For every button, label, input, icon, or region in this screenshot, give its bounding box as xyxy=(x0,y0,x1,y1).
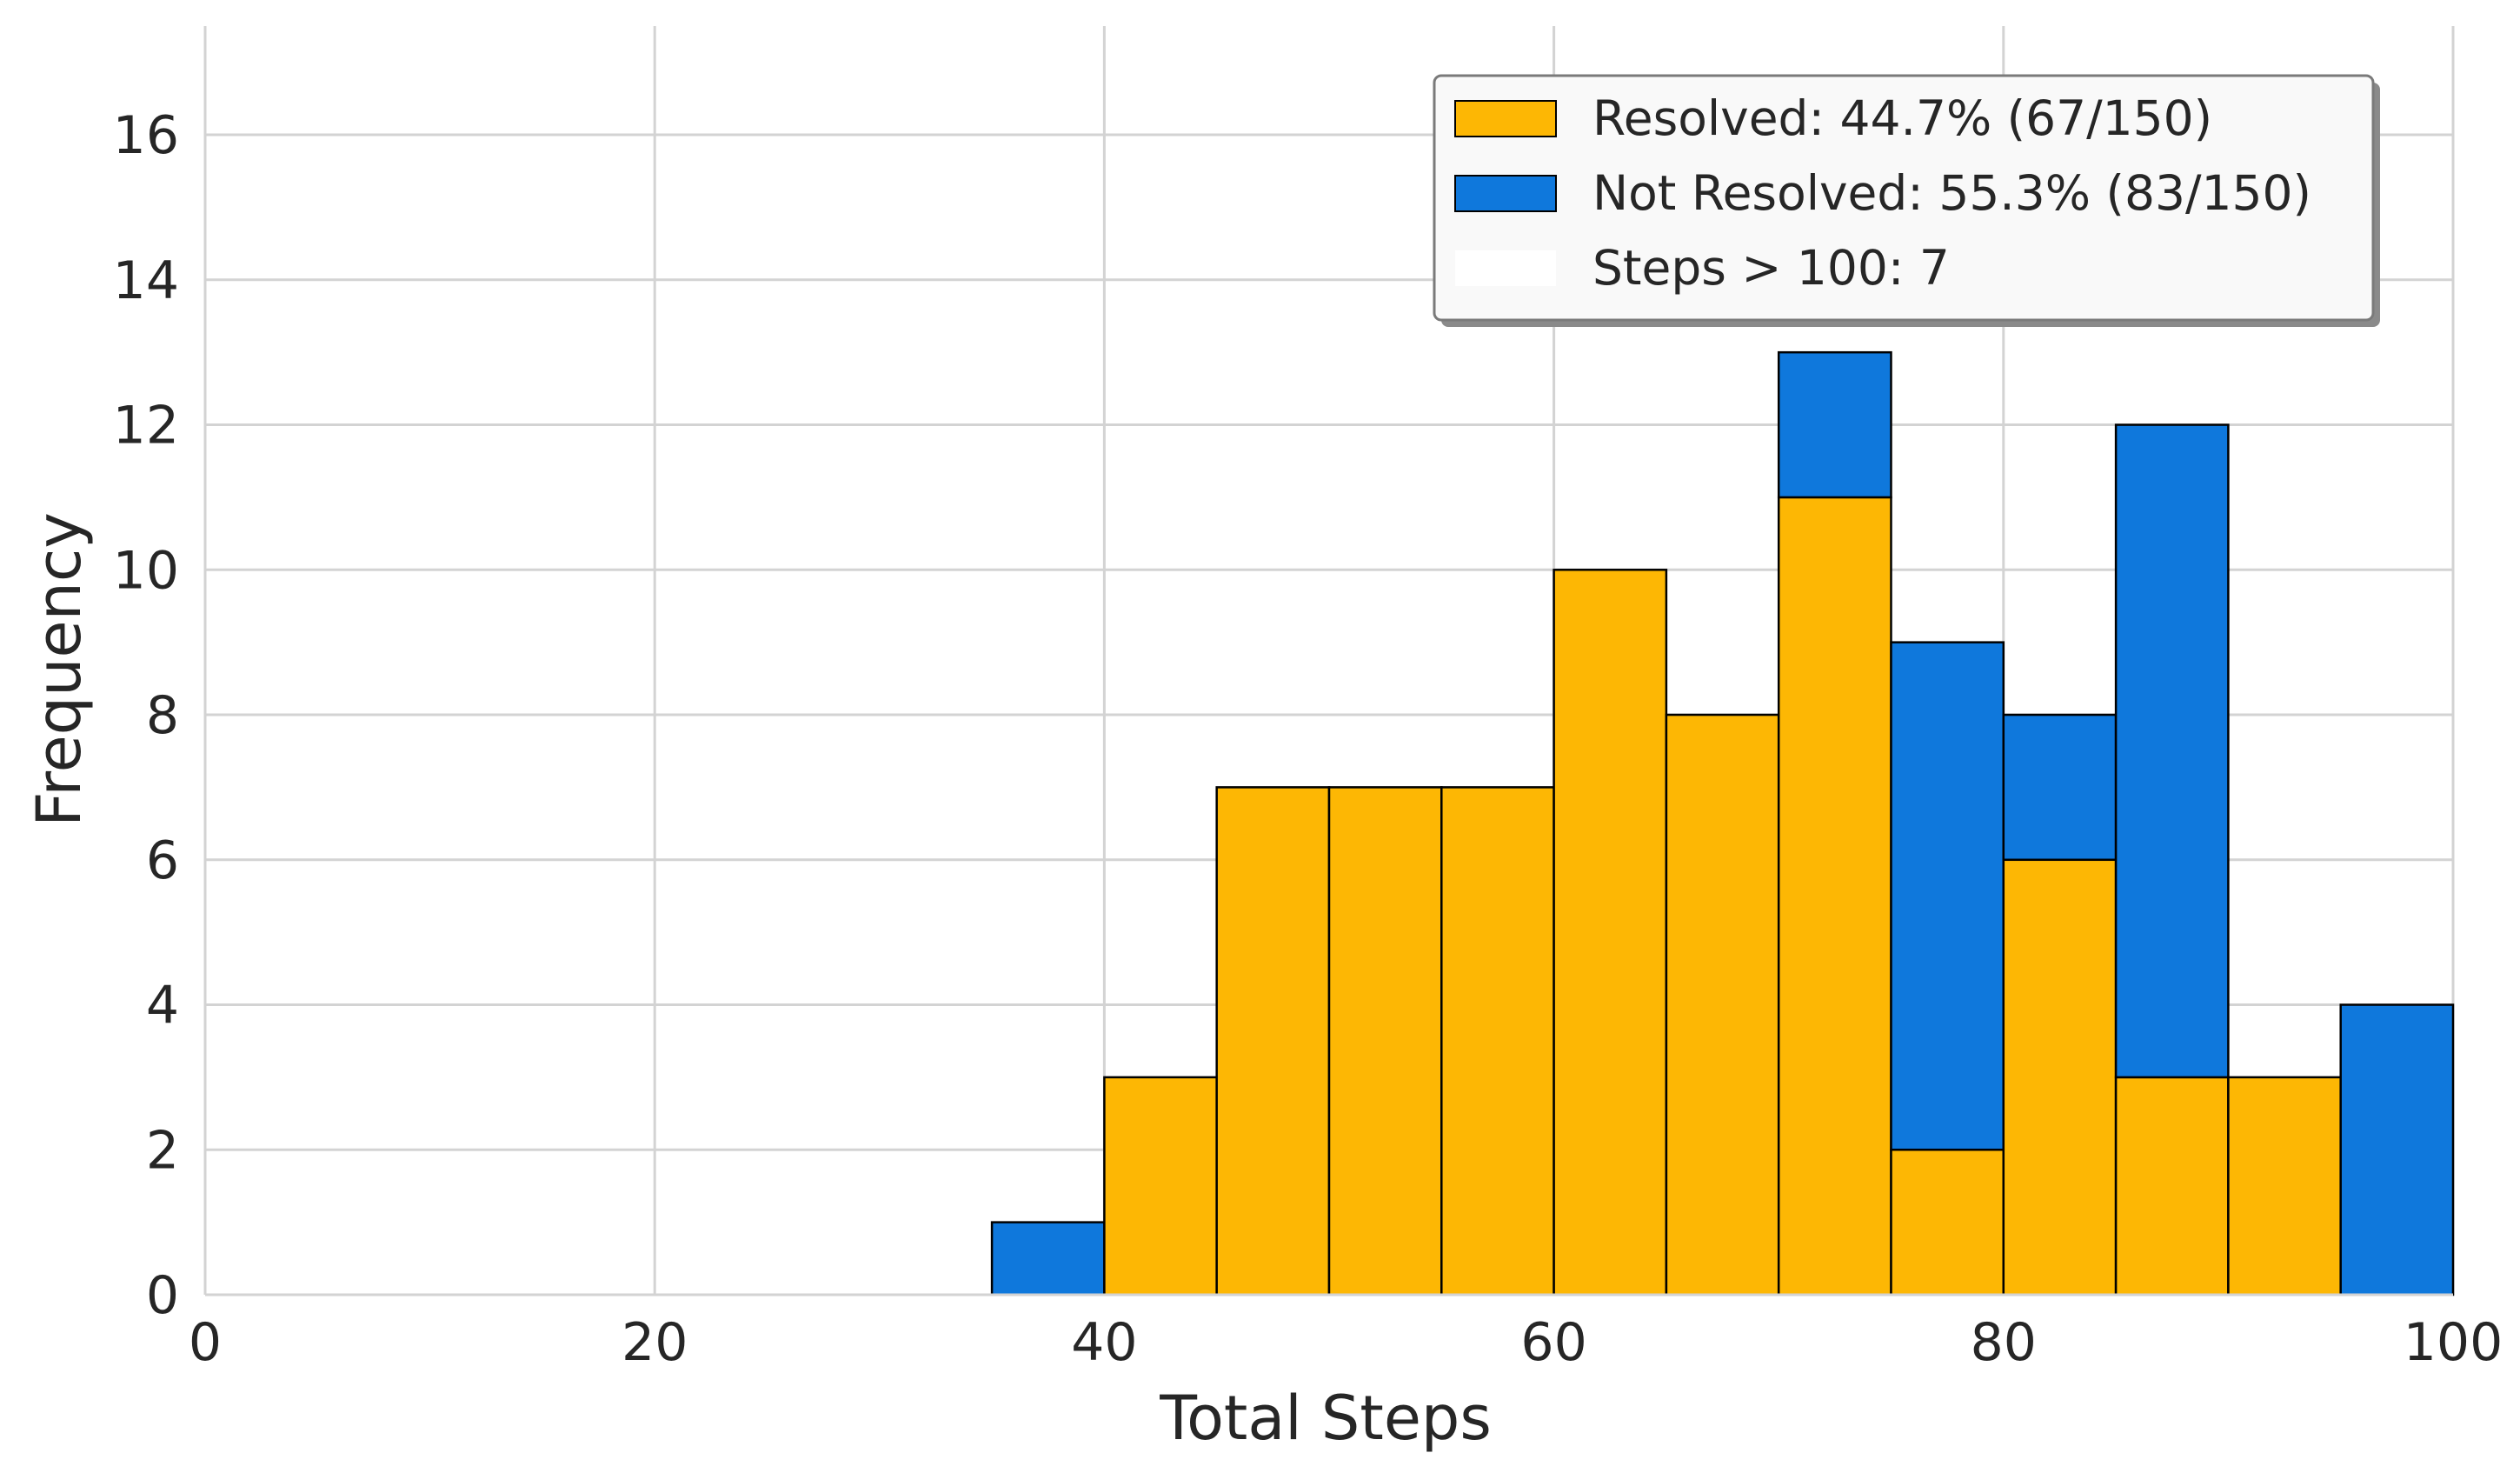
y-tick-label: 8 xyxy=(146,685,179,746)
y-tick-label: 10 xyxy=(113,540,179,601)
legend-swatch-blank xyxy=(1455,250,1556,286)
y-tick-label: 14 xyxy=(113,250,179,311)
bar-resolved xyxy=(1327,786,1443,1296)
bar-resolved xyxy=(1890,1149,2005,1296)
x-tick-label: 60 xyxy=(1520,1312,1586,1373)
x-tick-label: 100 xyxy=(2404,1312,2503,1373)
y-tick-label: 6 xyxy=(146,830,179,891)
legend-label-steps-over-100: Steps > 100: 7 xyxy=(1592,240,1950,296)
bar-resolved xyxy=(1665,713,1780,1296)
bar-not-resolved xyxy=(1890,641,2005,1151)
axes xyxy=(203,26,2453,1296)
y-tick-label: 16 xyxy=(113,105,179,166)
x-axis-label: Total Steps xyxy=(1159,1383,1492,1454)
y-tick-label: 12 xyxy=(113,396,179,457)
bar-resolved xyxy=(1553,569,1668,1296)
legend-swatch-resolved xyxy=(1454,100,1557,137)
x-tick-label: 0 xyxy=(189,1312,222,1373)
y-tick-label: 0 xyxy=(146,1265,179,1326)
bar-resolved xyxy=(2227,1076,2342,1296)
bars xyxy=(990,350,2455,1296)
bar-resolved xyxy=(2114,1076,2230,1296)
y-tick-label: 4 xyxy=(146,976,179,1036)
x-tick-label: 40 xyxy=(1071,1312,1137,1373)
y-axis-label: Frequency xyxy=(23,512,95,827)
legend-swatch-not-resolved xyxy=(1454,175,1557,212)
legend: Resolved: 44.7% (67/150) Not Resolved: 5… xyxy=(1433,74,2380,327)
legend-label-not-resolved: Not Resolved: 55.3% (83/150) xyxy=(1592,165,2311,221)
bar-resolved xyxy=(1777,496,1892,1296)
legend-box xyxy=(1433,74,2375,322)
x-tick-label: 80 xyxy=(1971,1312,2037,1373)
bar-resolved xyxy=(1215,786,1331,1296)
bar-resolved xyxy=(1440,786,1555,1296)
y-tick-label: 2 xyxy=(146,1120,179,1181)
bar-not-resolved xyxy=(2002,713,2118,862)
bar-not-resolved xyxy=(2339,1003,2455,1296)
bar-not-resolved xyxy=(1777,350,1892,499)
bar-not-resolved xyxy=(990,1221,1106,1296)
tick-labels: 0 20 40 60 80 100 0 2 4 6 8 10 12 14 16 xyxy=(113,105,2503,1373)
bar-not-resolved xyxy=(2114,423,2230,1079)
bar-resolved xyxy=(2002,858,2118,1296)
x-tick-label: 20 xyxy=(622,1312,688,1373)
bar-resolved xyxy=(1103,1076,1218,1296)
legend-label-resolved: Resolved: 44.7% (67/150) xyxy=(1592,90,2212,146)
